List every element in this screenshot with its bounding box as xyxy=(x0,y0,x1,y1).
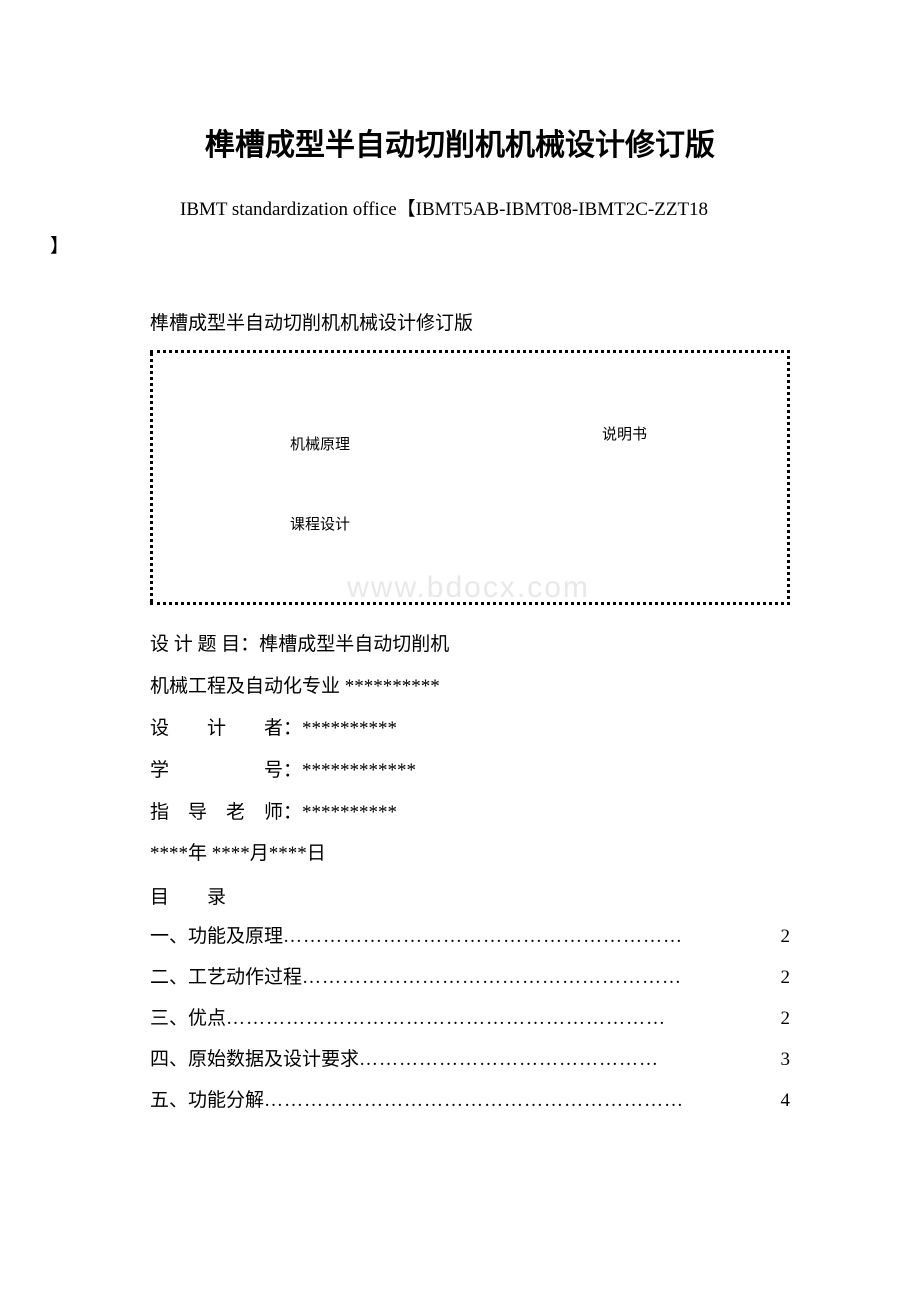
major-line: 机械工程及自动化专业 ********** xyxy=(150,667,790,707)
info-section: 设 计 题 目：榫槽成型半自动切削机 机械工程及自动化专业 **********… xyxy=(150,625,790,874)
toc-page: 2 xyxy=(781,967,791,989)
toc-dots: ……………………………………………………… xyxy=(264,1090,780,1112)
standardization-subtitle: IBMT standardization office【IBMT5AB-IBMT… xyxy=(180,194,790,221)
document-title: 榫槽成型半自动切削机机械设计修订版 xyxy=(150,308,790,335)
toc-section: 一、功能及原理……………………………………………………2 二、工艺动作过程………… xyxy=(150,921,790,1112)
designer-value: ********** xyxy=(302,718,397,739)
date-line: ****年 ****月****日 xyxy=(150,834,790,874)
toc-item-3: 三、优点…………………………………………………………2 xyxy=(150,1003,790,1030)
toc-label: 五、功能分解 xyxy=(150,1085,264,1112)
designer-line: 设 计 者：********** xyxy=(150,709,790,749)
student-id-line: 学 号：************ xyxy=(150,751,790,791)
toc-label: 三、优点 xyxy=(150,1003,226,1030)
toc-item-5: 五、功能分解………………………………………………………4 xyxy=(150,1085,790,1112)
toc-item-2: 二、工艺动作过程…………………………………………………2 xyxy=(150,962,790,989)
box-label-course: 课程设计 xyxy=(290,513,350,534)
toc-item-1: 一、功能及原理……………………………………………………2 xyxy=(150,921,790,948)
main-title: 榫槽成型半自动切削机机械设计修订版 xyxy=(130,120,790,164)
student-id-label: 学 号： xyxy=(150,760,302,781)
box-label-principle: 机械原理 xyxy=(290,433,350,454)
toc-item-4: 四、原始数据及设计要求………………………………………3 xyxy=(150,1044,790,1071)
instructor-value: ********** xyxy=(302,802,397,823)
design-topic-value: 榫槽成型半自动切削机 xyxy=(259,634,449,655)
watermark: www.bdocx.com xyxy=(347,571,590,605)
toc-label: 一、功能及原理 xyxy=(150,921,283,948)
bracket-close: 】 xyxy=(50,231,790,258)
instructor-line: 指 导 老 师：********** xyxy=(150,793,790,833)
toc-dots: ………………………………………………… xyxy=(302,967,780,989)
box-label-manual: 说明书 xyxy=(602,423,647,444)
toc-header: 目 录 xyxy=(150,882,790,909)
student-id-value: ************ xyxy=(302,760,416,781)
toc-page: 2 xyxy=(781,926,791,948)
toc-page: 3 xyxy=(781,1049,791,1071)
toc-page: 4 xyxy=(781,1090,791,1112)
toc-dots: …………………………………………………… xyxy=(283,926,780,948)
toc-dots: ………………………………………………………… xyxy=(226,1008,780,1030)
design-topic-line: 设 计 题 目：榫槽成型半自动切削机 xyxy=(150,625,790,665)
toc-page: 2 xyxy=(781,1008,791,1030)
designer-label: 设 计 者： xyxy=(150,718,302,739)
toc-label: 二、工艺动作过程 xyxy=(150,962,302,989)
instructor-label: 指 导 老 师： xyxy=(150,802,302,823)
toc-label: 四、原始数据及设计要求 xyxy=(150,1044,359,1071)
toc-dots: ……………………………………… xyxy=(359,1049,780,1071)
design-topic-label: 设 计 题 目： xyxy=(150,634,259,655)
title-box: 机械原理 课程设计 说明书 www.bdocx.com xyxy=(150,350,790,605)
